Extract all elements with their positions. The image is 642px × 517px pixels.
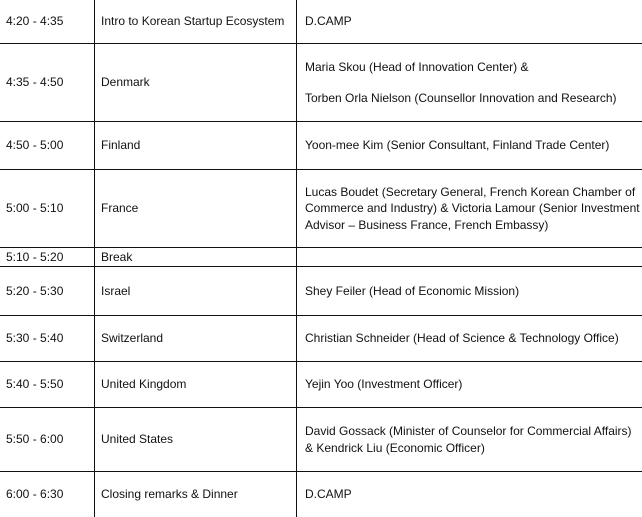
table-row: 5:50 - 6:00 United States David Gossack (M… [0, 408, 642, 472]
speaker-text: David Gossack (Minister of Counselor for… [305, 424, 632, 455]
time-text: 5:50 - 6:00 [6, 432, 64, 447]
time-text: 5:00 - 5:10 [6, 201, 64, 216]
speaker-text: Torben Orla Nielson (Counsellor Innovati… [305, 90, 617, 105]
time-text: 5:10 - 5:20 [6, 249, 64, 264]
topic-cell: United States [95, 408, 297, 471]
time-cell: 4:50 - 5:00 [0, 122, 95, 169]
time-text: 4:50 - 5:00 [6, 138, 64, 153]
time-text: 5:30 - 5:40 [6, 331, 64, 346]
topic-cell: Break [95, 248, 297, 266]
topic-cell: Denmark [95, 44, 297, 121]
table-row: 4:20 - 4:35 Intro to Korean Startup Ecosy… [0, 0, 642, 44]
time-text: 5:40 - 5:50 [6, 377, 64, 392]
time-cell: 5:30 - 5:40 [0, 316, 95, 361]
table-row: 5:30 - 5:40 Switzerland Christian Schneide… [0, 316, 642, 362]
speaker-cell: Maria Skou (Head of Innovation Center) &… [297, 44, 642, 121]
time-cell: 6:00 - 6:30 [0, 472, 95, 517]
table-row: 5:10 - 5:20 Break [0, 248, 642, 267]
topic-text: Israel [101, 283, 131, 298]
speaker-cell: Christian Schneider (Head of Science & T… [297, 316, 642, 361]
speaker-cell: D.CAMP [297, 472, 642, 517]
speaker-text: D.CAMP [305, 487, 352, 502]
time-cell: 5:00 - 5:10 [0, 170, 95, 247]
speaker-cell: D.CAMP [297, 0, 642, 43]
topic-text: Finland [101, 138, 141, 153]
time-text: 4:35 - 4:50 [6, 75, 64, 90]
table-row: 5:00 - 5:10 France Lucas Boudet (Secretary… [0, 170, 642, 248]
time-text: 5:20 - 5:30 [6, 283, 64, 298]
speaker-cell: Yoon-mee Kim (Senior Consultant, Finland… [297, 122, 642, 169]
speaker-cell: Shey Feiler (Head of Economic Mission) [297, 267, 642, 315]
table-row: 5:20 - 5:30 Israel Shey Feiler (Head of Ec… [0, 267, 642, 316]
speaker-text: Christian Schneider (Head of Science & T… [305, 331, 619, 346]
topic-text: Denmark [101, 75, 150, 90]
topic-cell: Finland [95, 122, 297, 169]
speaker-text: Yejin Yoo (Investment Officer) [305, 377, 463, 392]
topic-cell: Israel [95, 267, 297, 315]
topic-cell: United Kingdom [95, 362, 297, 407]
speaker-cell: Yejin Yoo (Investment Officer) [297, 362, 642, 407]
speaker-cell [297, 248, 642, 266]
time-cell: 5:50 - 6:00 [0, 408, 95, 471]
speaker-cell: Lucas Boudet (Secretary General, French … [297, 170, 642, 247]
speaker-text: Maria Skou (Head of Innovation Center) & [305, 60, 529, 74]
topic-text: Closing remarks & Dinner [101, 487, 238, 502]
speaker-cell: David Gossack (Minister of Counselor for… [297, 408, 642, 471]
time-cell: 4:20 - 4:35 [0, 0, 95, 43]
topic-cell: France [95, 170, 297, 247]
time-cell: 5:20 - 5:30 [0, 267, 95, 315]
time-cell: 4:35 - 4:50 [0, 44, 95, 121]
table-row: 6:00 - 6:30 Closing remarks & Dinner D.CAM… [0, 472, 642, 517]
table-row: 4:50 - 5:00 Finland Yoon-mee Kim (Senior C… [0, 122, 642, 170]
time-cell: 5:40 - 5:50 [0, 362, 95, 407]
speaker-text: Yoon-mee Kim (Senior Consultant, Finland… [305, 138, 610, 153]
time-cell: 5:10 - 5:20 [0, 248, 95, 266]
topic-cell: Intro to Korean Startup Ecosystem [95, 0, 297, 43]
time-text: 4:20 - 4:35 [6, 14, 64, 29]
table-row: 4:35 - 4:50 Denmark Maria Skou (Head of In… [0, 44, 642, 122]
topic-text: United Kingdom [101, 377, 187, 392]
time-text: 6:00 - 6:30 [6, 487, 64, 502]
topic-text: France [101, 201, 139, 216]
topic-text: Break [101, 249, 133, 264]
topic-text: United States [101, 432, 174, 447]
table-row: 5:40 - 5:50 United Kingdom Yejin Yoo (Inve… [0, 362, 642, 408]
topic-cell: Switzerland [95, 316, 297, 361]
topic-text: Intro to Korean Startup Ecosystem [101, 14, 285, 29]
topic-cell: Closing remarks & Dinner [95, 472, 297, 517]
topic-text: Switzerland [101, 331, 164, 346]
speaker-text: D.CAMP [305, 14, 352, 29]
speaker-text: Lucas Boudet (Secretary General, French … [305, 184, 640, 232]
speaker-text: Shey Feiler (Head of Economic Mission) [305, 283, 520, 298]
